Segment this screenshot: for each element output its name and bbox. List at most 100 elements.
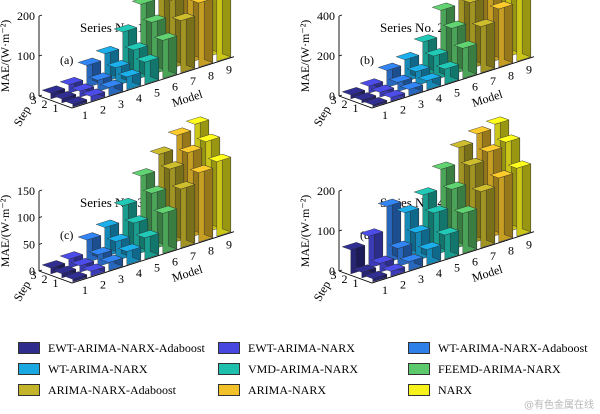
bar xyxy=(399,81,424,96)
bar xyxy=(63,96,88,108)
bar-top-face xyxy=(99,79,124,88)
bar-top-face xyxy=(417,73,442,82)
legend-label: FEEMD-ARIMA-NARX xyxy=(438,361,561,376)
bar-top-face xyxy=(377,198,402,207)
bar-top-face xyxy=(81,263,106,272)
bar-top-face xyxy=(41,85,66,94)
x-tick-label: 9 xyxy=(226,63,232,77)
bar-top-face xyxy=(189,164,214,173)
bar-top-face xyxy=(413,34,438,43)
legend-label: ARIMA-NARX-Adaboost xyxy=(48,382,176,397)
z-axis-label: MAE/(W·m⁻²) xyxy=(298,195,312,268)
bar-top-face xyxy=(359,78,384,87)
bar xyxy=(417,73,442,91)
bar xyxy=(99,254,124,271)
y-tick-label: 3 xyxy=(31,93,37,107)
bar-top-face xyxy=(153,205,178,214)
bar-top-face xyxy=(395,52,420,61)
bar-top-face xyxy=(453,40,478,49)
bar xyxy=(435,227,460,260)
bar-top-face xyxy=(453,205,478,214)
legend-swatch xyxy=(18,363,40,375)
bar xyxy=(341,87,366,100)
z-tick xyxy=(38,54,43,57)
bar-top-face xyxy=(435,61,460,70)
bar xyxy=(417,241,442,266)
bar xyxy=(471,18,496,73)
bar-side-face xyxy=(486,18,495,69)
bar xyxy=(442,20,467,75)
bar-top-face xyxy=(88,72,113,81)
legend-label: EWT-ARIMA-NARX xyxy=(248,340,355,355)
bar-top-face xyxy=(442,20,467,29)
bar-top-face xyxy=(381,89,406,98)
x-tick-label: 7 xyxy=(190,74,196,88)
bar-top-face xyxy=(381,263,406,272)
bar-top-face xyxy=(41,260,66,269)
bar-top-face xyxy=(167,0,173,1)
bar-side-face xyxy=(522,0,531,58)
x-tick-label: 8 xyxy=(508,243,514,257)
bar-side-face xyxy=(504,1,513,63)
x-tick-label: 2 xyxy=(100,277,106,291)
legend-item-wt-arima-narx: WT-ARIMA-NARX xyxy=(18,361,148,377)
bar-top-face xyxy=(359,228,384,237)
z-tick-label: 0 xyxy=(29,89,35,103)
bar xyxy=(153,205,178,254)
bar-top-face xyxy=(395,205,420,214)
z-tick xyxy=(38,14,43,17)
x-tick-label: 4 xyxy=(136,266,142,280)
legend-swatch xyxy=(408,342,430,354)
x-tick-label: 5 xyxy=(154,260,160,274)
bar-side-face xyxy=(185,12,196,69)
bar xyxy=(516,0,531,62)
bar-top-face xyxy=(70,83,95,92)
y-tick-label: 3 xyxy=(331,93,337,107)
legend-label: WT-ARIMA-NARX xyxy=(48,361,148,376)
z-tick xyxy=(38,216,43,219)
bar xyxy=(117,243,142,266)
bar-side-face xyxy=(486,183,495,244)
floor-edge xyxy=(38,56,235,109)
y-tick-label: 2 xyxy=(42,272,48,286)
bar-top-face xyxy=(417,241,442,250)
x-tick-label: 7 xyxy=(490,249,496,263)
bar xyxy=(381,263,406,277)
x-tick-label: 5 xyxy=(454,85,460,99)
bar-top-face xyxy=(431,2,456,11)
bar xyxy=(381,89,406,102)
bar-top-face xyxy=(124,215,149,224)
x-tick-label: 8 xyxy=(508,68,514,82)
x-tick-label: 5 xyxy=(154,85,160,99)
bar-top-face xyxy=(160,161,185,170)
bar-top-face xyxy=(388,74,413,83)
bar-top-face xyxy=(142,185,167,194)
bar xyxy=(63,271,88,283)
bar-top-face xyxy=(153,32,178,41)
bar-top-face xyxy=(363,97,388,106)
bar-top-face xyxy=(370,84,395,93)
legend-item-ewt-arima-narx-adaboost: EWT-ARIMA-NARX-Adaboost xyxy=(18,340,205,356)
legend-item-ewt-arima-narx: EWT-ARIMA-NARX xyxy=(218,340,355,356)
bar-top-face xyxy=(460,157,485,166)
bar xyxy=(189,0,214,68)
x-tick-label: 4 xyxy=(136,91,142,105)
bar-side-face xyxy=(203,164,214,238)
bar-top-face xyxy=(95,219,120,228)
bar-top-face xyxy=(113,197,138,207)
x-tick-label: 9 xyxy=(226,238,232,252)
bar-top-face xyxy=(207,153,232,162)
bar-side-face xyxy=(167,32,178,75)
bar-top-face xyxy=(431,161,456,170)
watermark: @有色金属在线 xyxy=(524,400,594,411)
z-axis-label: MAE/(W·m⁻²) xyxy=(298,20,312,93)
legend-swatch xyxy=(218,342,240,354)
legend: EWT-ARIMA-NARX-Adaboost EWT-ARIMA-NARX W… xyxy=(0,336,600,414)
bar-top-face xyxy=(113,24,138,33)
panel-label: (b) xyxy=(360,53,374,67)
bar xyxy=(99,79,124,96)
legend-item-arima-narx-adaboost: ARIMA-NARX-Adaboost xyxy=(18,382,176,398)
z-tick-label: 50 xyxy=(23,237,35,251)
bar-top-face xyxy=(352,92,377,101)
